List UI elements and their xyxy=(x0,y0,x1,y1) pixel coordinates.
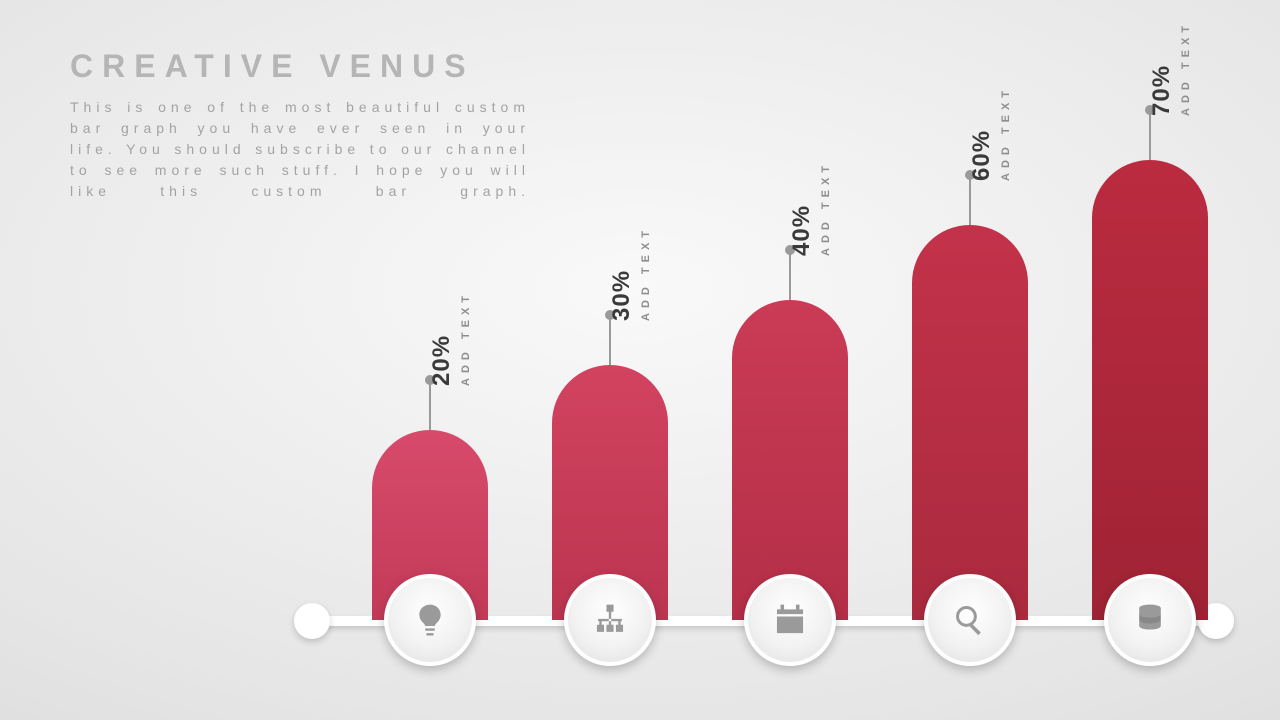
org-chart-icon xyxy=(591,601,629,639)
lightbulb-icon xyxy=(411,601,449,639)
icon-circle xyxy=(744,574,836,666)
page-title: CREATIVE VENUS xyxy=(70,48,550,85)
pin xyxy=(1149,110,1151,160)
caption-label: ADD TEXT xyxy=(640,226,652,321)
percent-label: 60% xyxy=(968,130,996,181)
percent-label: 20% xyxy=(428,335,456,386)
percent-label: 30% xyxy=(608,270,636,321)
caption-label: ADD TEXT xyxy=(1180,21,1192,116)
percent-label: 70% xyxy=(1148,65,1176,116)
heading-block: CREATIVE VENUS This is one of the most b… xyxy=(70,48,550,202)
bar xyxy=(1092,160,1208,620)
calendar-icon xyxy=(771,601,809,639)
bar xyxy=(912,225,1028,620)
pin xyxy=(789,250,791,300)
pin xyxy=(429,380,431,430)
pin xyxy=(609,315,611,365)
caption-label: ADD TEXT xyxy=(460,291,472,386)
icon-circle xyxy=(1104,574,1196,666)
icon-circle xyxy=(384,574,476,666)
pin xyxy=(969,175,971,225)
database-icon xyxy=(1131,601,1169,639)
bar xyxy=(732,300,848,620)
caption-label: ADD TEXT xyxy=(1000,86,1012,181)
icon-circle xyxy=(564,574,656,666)
caption-label: ADD TEXT xyxy=(820,161,832,256)
icon-circle xyxy=(924,574,1016,666)
percent-label: 40% xyxy=(788,205,816,256)
connector-end-left xyxy=(294,603,330,639)
search-icon xyxy=(951,601,989,639)
page-subtitle: This is one of the most beautiful custom… xyxy=(70,97,530,202)
